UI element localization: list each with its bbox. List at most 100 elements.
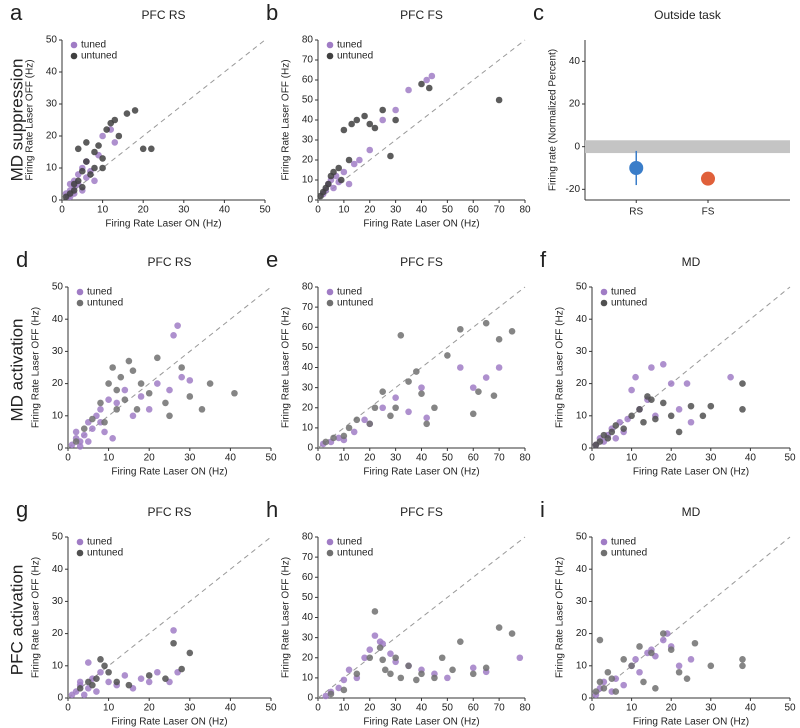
- point: [628, 386, 635, 394]
- x-tick-label: 20: [364, 205, 376, 216]
- y-tick-label: 40: [569, 56, 581, 67]
- point: [97, 668, 104, 676]
- x-tick-label: 30: [705, 703, 717, 714]
- x-tick-label: 0: [589, 703, 595, 714]
- point: [648, 396, 655, 404]
- point: [667, 412, 675, 420]
- panel-title: PFC FS: [400, 8, 443, 22]
- legend-marker: [326, 299, 334, 307]
- point: [91, 177, 98, 185]
- point: [145, 678, 153, 686]
- point: [387, 152, 394, 160]
- point: [482, 374, 490, 381]
- legend-label: tuned: [611, 537, 636, 548]
- point: [707, 402, 715, 410]
- row-label: MD activation: [7, 319, 26, 422]
- point: [366, 120, 374, 128]
- point: [113, 406, 121, 413]
- point: [405, 86, 412, 94]
- y-tick-label: 40: [52, 314, 64, 325]
- point: [117, 373, 125, 381]
- point: [345, 424, 353, 432]
- point: [166, 386, 173, 394]
- point: [659, 636, 667, 644]
- point: [361, 654, 368, 662]
- point: [80, 431, 88, 439]
- legend-marker: [70, 41, 78, 49]
- point: [325, 180, 332, 188]
- x-tick-label: 50: [784, 453, 796, 464]
- panel-letter: h: [266, 497, 278, 522]
- legend-label: tuned: [87, 287, 112, 298]
- legend-marker: [76, 549, 84, 557]
- y-tick-label: 10: [302, 175, 314, 186]
- y-tick-label: 0: [51, 195, 57, 206]
- x-tick-label: 40: [745, 703, 757, 714]
- point: [667, 380, 675, 387]
- legend-label: untuned: [87, 548, 123, 559]
- y-axis-label: Firing Rate Laser OFF (Hz): [555, 557, 566, 678]
- x-axis-label: Firing Rate Laser ON (Hz): [633, 717, 749, 728]
- point: [495, 624, 503, 631]
- x-tick-label: 0: [589, 453, 595, 464]
- x-tick-label: 10: [626, 453, 638, 464]
- y-tick-label: 0: [57, 443, 63, 454]
- point: [340, 126, 348, 134]
- point: [405, 662, 412, 670]
- legend-label: untuned: [337, 51, 373, 62]
- point: [612, 688, 620, 695]
- point: [125, 681, 133, 689]
- point: [99, 155, 106, 162]
- point: [74, 177, 82, 185]
- point: [95, 142, 102, 149]
- y-tick-label: 10: [576, 410, 588, 421]
- x-tick-label: 40: [219, 205, 231, 216]
- point: [469, 384, 477, 391]
- legend-label: tuned: [87, 537, 112, 548]
- point: [423, 420, 430, 428]
- point: [413, 676, 420, 684]
- point: [379, 106, 386, 114]
- x-tick-label: 80: [519, 453, 531, 464]
- point: [392, 404, 399, 412]
- point: [608, 428, 616, 436]
- point: [405, 378, 412, 385]
- y-tick-label: 70: [302, 55, 314, 66]
- legend-label: tuned: [337, 40, 362, 51]
- point: [392, 394, 399, 401]
- point: [608, 675, 616, 682]
- point: [93, 688, 100, 695]
- point: [350, 428, 358, 436]
- y-tick-label: 50: [52, 282, 64, 293]
- panel-title: PFC RS: [147, 505, 191, 519]
- x-tick-label: 20: [144, 453, 156, 464]
- point: [330, 168, 337, 176]
- point: [418, 390, 425, 397]
- x-tick-label: 50: [442, 205, 454, 216]
- identity-line: [67, 536, 272, 699]
- legend-label: untuned: [337, 548, 373, 559]
- point: [345, 156, 353, 164]
- point: [145, 406, 153, 413]
- y-tick-label: 50: [52, 532, 64, 543]
- point: [366, 420, 374, 428]
- point: [457, 638, 464, 645]
- row-label: PFC activation: [7, 565, 26, 676]
- identity-line: [67, 286, 272, 449]
- y-axis-label: Firing Rate Laser OFF (Hz): [31, 307, 42, 428]
- point: [129, 367, 137, 375]
- point: [495, 336, 503, 343]
- x-tick-label: 50: [784, 703, 796, 714]
- x-tick-label: 60: [468, 453, 480, 464]
- x-tick-label: 0: [315, 453, 321, 464]
- legend-label: untuned: [337, 298, 373, 309]
- point: [449, 666, 456, 674]
- point: [345, 666, 353, 674]
- point: [628, 662, 635, 670]
- point: [139, 145, 147, 153]
- x-tick-label: 10: [338, 703, 350, 714]
- y-tick-label: 20: [576, 378, 588, 389]
- point: [371, 632, 379, 639]
- y-tick-label: 20: [52, 378, 64, 389]
- legend-label: untuned: [87, 298, 123, 309]
